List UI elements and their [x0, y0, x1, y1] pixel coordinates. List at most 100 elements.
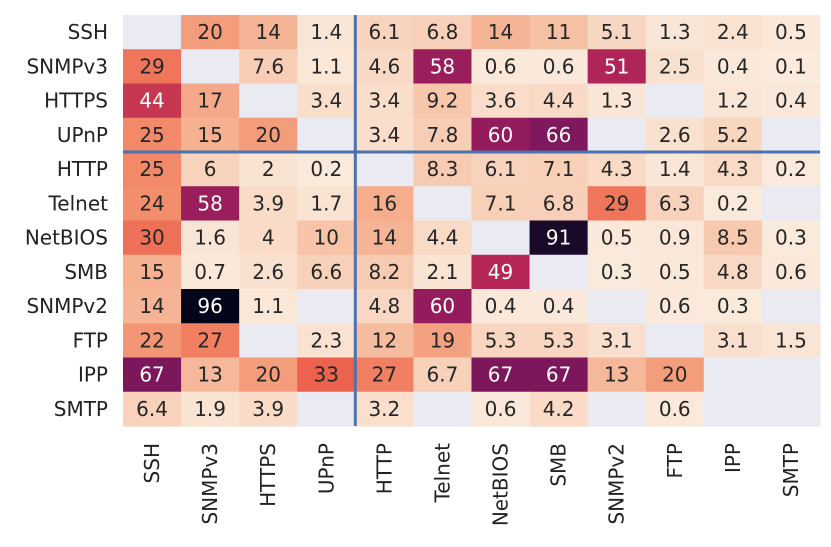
heatmap-cell	[645, 152, 705, 187]
cell-value-label: 1.3	[659, 20, 691, 44]
heatmap-cell	[413, 117, 473, 153]
heatmap-cell-empty	[239, 83, 298, 119]
cell-value-label: 67	[546, 363, 571, 387]
heatmap-cell	[355, 357, 414, 393]
heatmap-cell	[239, 152, 298, 187]
cell-value-label: 2.6	[252, 260, 284, 284]
cell-value-label: 49	[488, 260, 513, 284]
heatmap-cell	[703, 323, 763, 359]
heatmap-cell	[587, 186, 647, 222]
cell-value-label: 27	[372, 363, 397, 387]
cell-value-label: 29	[139, 54, 164, 78]
cell-value-label: 0.7	[194, 260, 226, 284]
cell-value-label: 0.6	[659, 294, 691, 318]
heatmap-cell	[529, 117, 589, 153]
cell-value-label: 4.4	[543, 89, 575, 113]
heatmap-cell	[529, 357, 589, 393]
heatmap-cell	[297, 220, 356, 256]
cell-value-label: 0.5	[775, 20, 807, 44]
cell-value-label: 0.3	[717, 294, 749, 318]
cell-value-label: 7.1	[543, 157, 575, 181]
heatmap-cell	[645, 117, 705, 153]
heatmap-cell	[703, 15, 763, 50]
heatmap-cell	[471, 186, 531, 222]
column-tick-label: SSH	[140, 443, 164, 483]
cell-value-label: 1.9	[194, 397, 226, 421]
heatmap-cell-empty	[297, 289, 356, 324]
cell-value-label: 2.3	[310, 328, 342, 352]
heatmap-cell	[239, 15, 298, 50]
column-tick-label: FTP	[663, 443, 687, 478]
heatmap-cell	[529, 391, 589, 427]
heatmap-cell	[181, 357, 240, 393]
cell-value-label: 8.2	[368, 260, 400, 284]
heatmap-cell	[181, 186, 240, 222]
heatmap-cell	[645, 391, 705, 427]
heatmap-cell	[239, 289, 298, 324]
cell-value-label: 20	[255, 123, 280, 147]
heatmap-cell	[413, 15, 473, 50]
heatmap-cell	[529, 323, 589, 359]
column-tick-label: IPP	[721, 443, 745, 473]
cell-value-label: 0.9	[659, 226, 691, 250]
cell-value-label: 2.5	[659, 54, 691, 78]
heatmap-cell	[587, 357, 647, 393]
row-tick-label: SSH	[68, 20, 108, 44]
heatmap-cell	[413, 49, 473, 85]
heatmap-cell	[645, 15, 705, 50]
heatmap-cell	[413, 254, 473, 290]
cell-value-label: 3.4	[310, 89, 342, 113]
heatmap-cell-empty	[181, 49, 240, 85]
column-tick-label: SMTP	[779, 443, 803, 497]
heatmap-cell	[413, 357, 473, 393]
heatmap-cell	[703, 152, 763, 187]
cell-value-label: 0.4	[543, 294, 575, 318]
heatmap-cell	[761, 15, 821, 50]
column-tick-label: SMB	[547, 443, 571, 487]
cell-value-label: 3.9	[252, 397, 284, 421]
cell-value-label: 4.8	[368, 294, 400, 318]
cell-value-label: 0.3	[775, 226, 807, 250]
heatmap-cells: 20 14 1.4 6.1 6.8 14 11 5.1 1.3 2.4 0.5 29 7.6 1.1 4.6…	[123, 15, 821, 427]
heatmap-cell-empty	[761, 289, 821, 324]
heatmap-cell	[123, 323, 182, 359]
heatmap-cell	[123, 357, 182, 393]
cell-value-label: 4	[262, 226, 275, 250]
cell-value-label: 67	[139, 363, 164, 387]
cell-value-label: 19	[430, 328, 455, 352]
cell-value-label: 15	[139, 260, 164, 284]
heatmap-cell	[471, 83, 531, 119]
heatmap-cell	[703, 83, 763, 119]
heatmap-cell	[587, 15, 647, 50]
heatmap-cell	[413, 289, 473, 324]
row-tick-label: UPnP	[57, 123, 108, 147]
heatmap-cell	[587, 323, 647, 359]
heatmap-cell	[355, 220, 414, 256]
cell-value-label: 0.6	[659, 397, 691, 421]
heatmap-cell	[181, 391, 240, 427]
cell-value-label: 2.6	[659, 123, 691, 147]
column-tick-label: HTTPS	[256, 443, 280, 507]
heatmap-cell-empty	[703, 357, 763, 393]
heatmap-cell	[239, 357, 298, 393]
heatmap-cell	[181, 152, 240, 187]
cell-value-label: 2.4	[717, 20, 749, 44]
row-tick-label: SMTP	[54, 397, 108, 421]
heatmap-cell	[181, 220, 240, 256]
cell-value-label: 20	[662, 363, 687, 387]
heatmap-cell	[239, 49, 298, 85]
heatmap-cell	[297, 49, 356, 85]
cell-value-label: 4.8	[717, 260, 749, 284]
heatmap-cell	[703, 186, 763, 222]
cell-value-label: 3.6	[485, 89, 517, 113]
heatmap-cell	[355, 117, 414, 153]
cell-value-label: 0.3	[601, 260, 633, 284]
heatmap-cell	[471, 254, 531, 290]
cell-value-label: 0.5	[659, 260, 691, 284]
cell-value-label: 0.6	[543, 54, 575, 78]
cell-value-label: 0.2	[717, 191, 749, 215]
heatmap-cell	[355, 323, 414, 359]
heatmap-cell	[703, 220, 763, 256]
row-tick-label: HTTPS	[44, 89, 108, 113]
heatmap-cell-empty	[703, 391, 763, 427]
